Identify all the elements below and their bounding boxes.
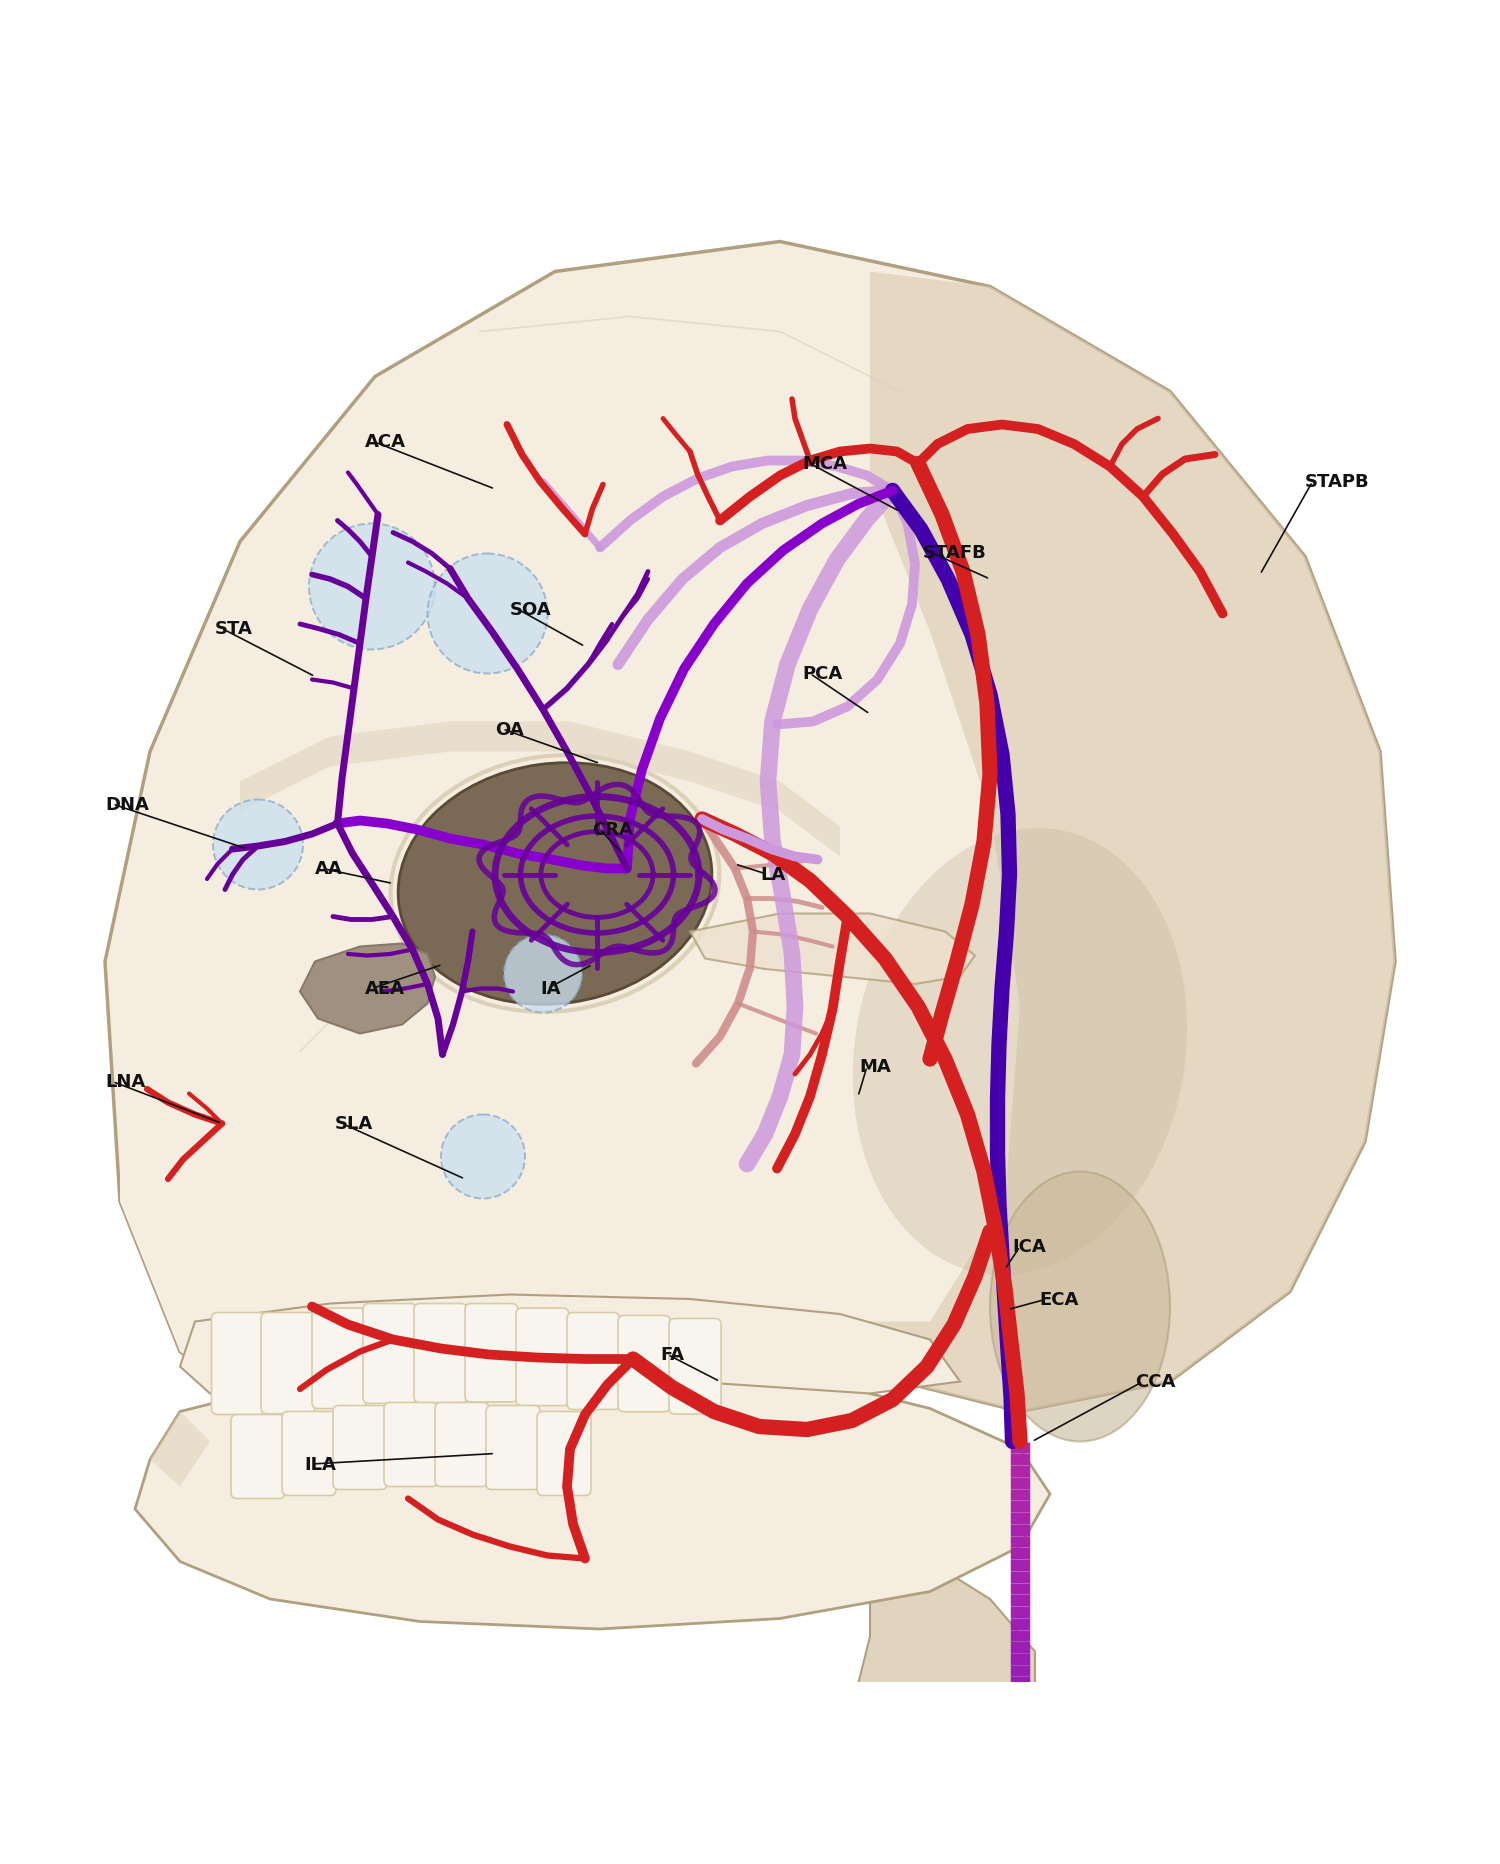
Text: LNA: LNA	[105, 1074, 146, 1090]
FancyBboxPatch shape	[231, 1415, 285, 1499]
Text: AA: AA	[315, 859, 342, 878]
FancyBboxPatch shape	[211, 1312, 266, 1415]
Circle shape	[213, 800, 303, 889]
Text: IA: IA	[540, 980, 561, 997]
FancyBboxPatch shape	[414, 1303, 466, 1404]
Polygon shape	[300, 943, 435, 1035]
Ellipse shape	[398, 762, 712, 1005]
Circle shape	[309, 524, 435, 651]
Polygon shape	[825, 272, 1395, 1411]
Polygon shape	[690, 913, 975, 984]
Text: DNA: DNA	[105, 796, 148, 813]
Circle shape	[427, 554, 548, 675]
Polygon shape	[120, 783, 870, 1473]
Ellipse shape	[990, 1172, 1170, 1441]
FancyBboxPatch shape	[669, 1320, 722, 1415]
Text: CRA: CRA	[592, 820, 633, 839]
Text: PCA: PCA	[802, 665, 843, 682]
Text: CCA: CCA	[1136, 1372, 1176, 1391]
Text: ICA: ICA	[1013, 1238, 1047, 1256]
Text: STAPB: STAPB	[1305, 473, 1370, 492]
FancyBboxPatch shape	[282, 1411, 336, 1495]
FancyBboxPatch shape	[333, 1405, 387, 1489]
FancyBboxPatch shape	[516, 1309, 568, 1405]
Text: ACA: ACA	[364, 432, 405, 451]
Text: SOA: SOA	[510, 600, 552, 619]
FancyBboxPatch shape	[618, 1316, 670, 1413]
Polygon shape	[180, 1295, 960, 1394]
FancyBboxPatch shape	[435, 1404, 489, 1487]
Text: AEA: AEA	[364, 980, 405, 997]
Polygon shape	[105, 242, 1395, 1473]
Circle shape	[504, 936, 582, 1012]
Polygon shape	[240, 721, 840, 857]
FancyBboxPatch shape	[567, 1312, 620, 1409]
Text: STAFB: STAFB	[922, 544, 987, 561]
FancyBboxPatch shape	[261, 1312, 315, 1415]
Text: SLA: SLA	[334, 1115, 372, 1133]
Text: OA: OA	[495, 721, 524, 738]
Polygon shape	[855, 1532, 1035, 1801]
Text: ECA: ECA	[1040, 1290, 1078, 1309]
FancyBboxPatch shape	[363, 1303, 417, 1404]
FancyBboxPatch shape	[486, 1405, 540, 1489]
FancyBboxPatch shape	[384, 1404, 438, 1487]
Ellipse shape	[853, 829, 1186, 1275]
Text: MA: MA	[859, 1059, 891, 1076]
Text: ILA: ILA	[304, 1456, 336, 1473]
FancyBboxPatch shape	[312, 1309, 366, 1409]
Text: LA: LA	[760, 867, 786, 884]
Text: STA: STA	[214, 621, 252, 637]
FancyBboxPatch shape	[537, 1411, 591, 1495]
Polygon shape	[150, 1411, 210, 1487]
Text: MCA: MCA	[802, 455, 847, 473]
Circle shape	[441, 1115, 525, 1199]
Polygon shape	[135, 1366, 1050, 1629]
Text: FA: FA	[660, 1346, 684, 1364]
FancyBboxPatch shape	[465, 1303, 518, 1402]
